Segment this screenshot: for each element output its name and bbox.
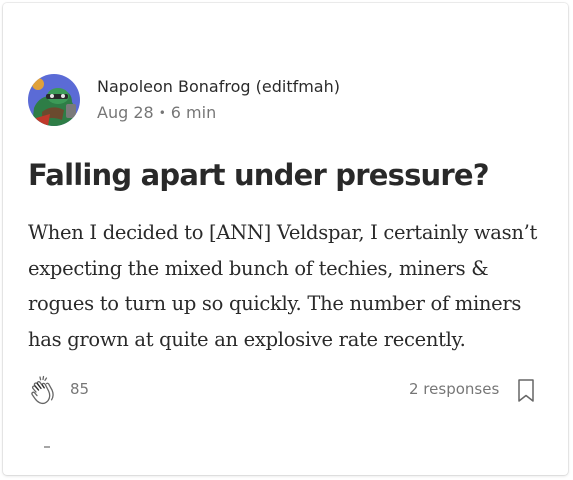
clap-icon: [31, 375, 54, 405]
divider: [44, 446, 50, 448]
clap-count: 85: [70, 380, 90, 398]
author-name[interactable]: Napoleon Bonafrog (editfmah): [97, 77, 340, 96]
read-time: 6 min: [170, 103, 217, 122]
clap-button[interactable]: [28, 375, 60, 407]
author-avatar[interactable]: [28, 74, 80, 126]
post-card: Napoleon Bonafrog (editfmah) Aug 28 • 6 mi…: [3, 3, 568, 475]
frog-avatar-icon: [28, 74, 80, 126]
bookmark-icon: [518, 379, 534, 402]
responses-link[interactable]: 2 responses: [409, 380, 500, 398]
bookmark-button[interactable]: [516, 378, 536, 404]
post-title[interactable]: Falling apart under pressure?: [28, 158, 490, 192]
post-excerpt[interactable]: When I decided to [ANN] Veldspar, I cert…: [28, 221, 538, 351]
post-meta: Aug 28 • 6 min: [97, 103, 216, 122]
meta-separator: •: [158, 106, 166, 120]
post-date: Aug 28: [97, 103, 154, 122]
